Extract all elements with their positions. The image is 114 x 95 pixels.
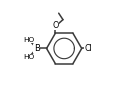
Text: HO: HO [23,37,34,43]
Text: Cl: Cl [83,44,91,53]
Text: B: B [33,44,39,53]
Text: O: O [52,21,58,30]
Text: HO: HO [23,54,34,60]
